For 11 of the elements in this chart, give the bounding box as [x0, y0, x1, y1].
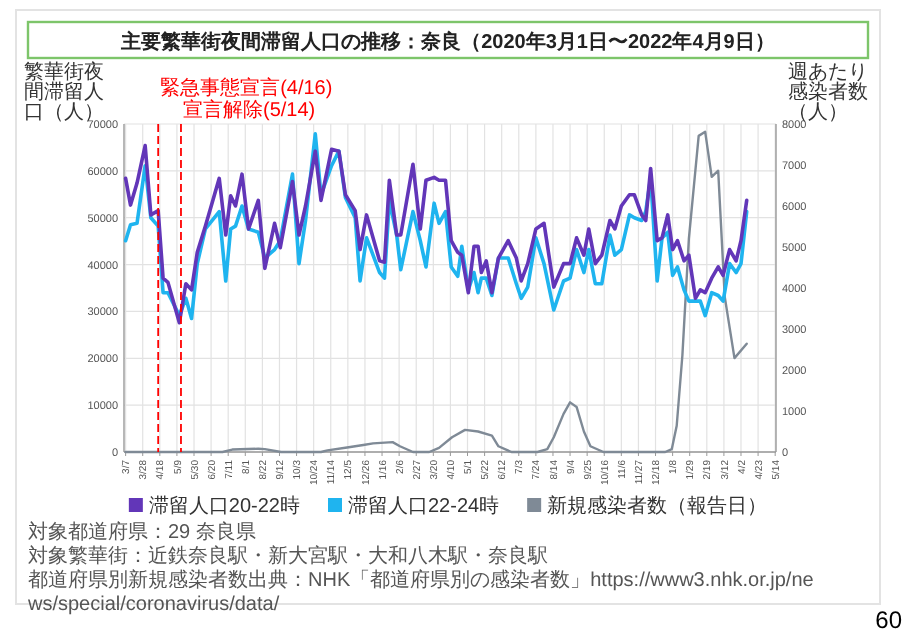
line-series [124, 130, 748, 454]
ref-line-label: 宣言解除(5/14) [182, 98, 316, 122]
text: 都道府県別新規感染者数出典：NHK「都道府県別の感染者数」https://www3.nhk.or.jp/news/special/coronavirus/data/ [28, 570, 816, 618]
text: 60 [875, 606, 902, 634]
ref-line-label: 緊急事態宣言(4/16) [160, 76, 333, 100]
legend-label: 滞留人口22-24時 [348, 494, 500, 518]
chart-title: 主要繁華街夜間滞留人口の推移：奈良（2020年3月1日〜2022年4月9日） [119, 30, 775, 54]
legend-label: 新規感染者数（報告日） [547, 494, 768, 518]
text: 対象繁華街：近鉄奈良駅・新大宮駅・大和八木駅・奈良駅 [28, 546, 548, 569]
text: 対象都道府県：29 奈良県 [28, 522, 256, 545]
legend-label: 滞留人口20-22時 [148, 494, 300, 518]
